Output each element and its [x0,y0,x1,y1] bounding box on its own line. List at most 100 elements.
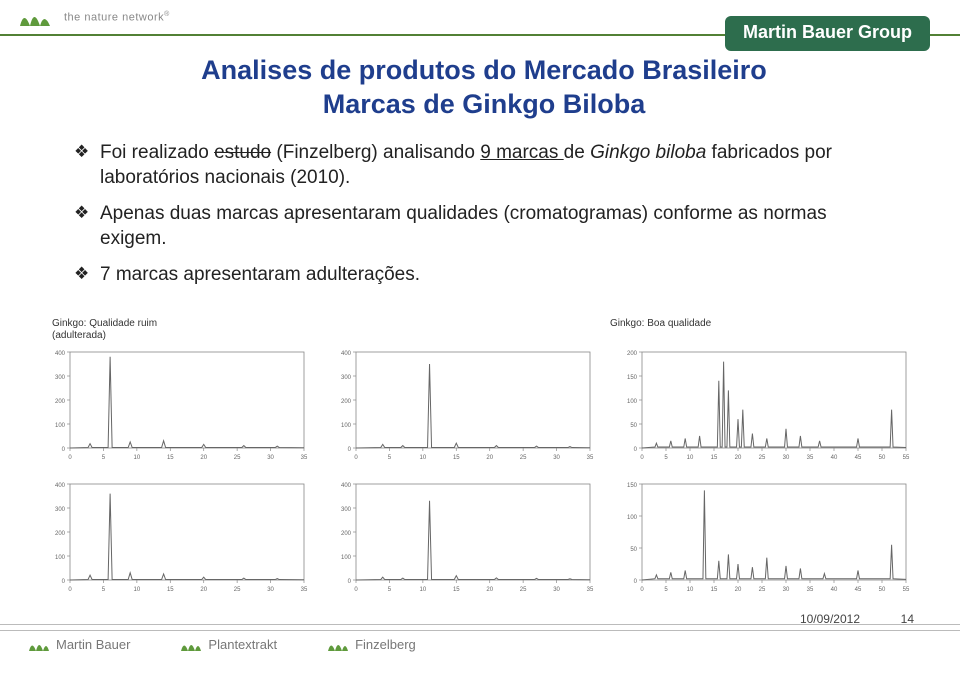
svg-text:15: 15 [167,455,174,461]
svg-text:5: 5 [388,455,392,461]
svg-text:200: 200 [55,399,66,405]
svg-text:20: 20 [735,587,742,593]
svg-text:200: 200 [627,351,638,357]
svg-text:45: 45 [855,455,862,461]
leaf-icon [28,638,50,652]
footer: 10/09/2012 14 Martin Bauer Plantextrakt … [0,630,960,670]
svg-text:10: 10 [134,455,141,461]
svg-text:0: 0 [348,447,352,453]
footer-brands: Martin Bauer Plantextrakt Finzelberg [0,633,960,652]
svg-text:100: 100 [55,555,66,561]
svg-text:15: 15 [711,587,718,593]
svg-text:0: 0 [634,447,638,453]
svg-text:20: 20 [200,587,207,593]
svg-text:5: 5 [102,587,106,593]
svg-text:45: 45 [855,587,862,593]
svg-text:100: 100 [627,399,638,405]
svg-text:20: 20 [200,455,207,461]
svg-text:30: 30 [267,587,274,593]
svg-text:150: 150 [627,483,638,489]
svg-text:100: 100 [627,515,638,521]
svg-text:50: 50 [630,423,637,429]
svg-text:10: 10 [687,587,694,593]
svg-text:15: 15 [711,455,718,461]
svg-text:100: 100 [341,423,352,429]
brand-tagline: the nature network® [64,11,170,24]
svg-text:0: 0 [68,587,72,593]
group-badge: Martin Bauer Group [725,16,930,51]
footer-page: 14 [901,612,914,626]
svg-text:25: 25 [234,455,241,461]
svg-text:30: 30 [267,455,274,461]
svg-text:100: 100 [341,555,352,561]
svg-text:25: 25 [759,587,766,593]
content-area: Analises de produtos do Mercado Brasilei… [74,54,894,298]
footer-date: 10/09/2012 [800,612,860,626]
svg-text:0: 0 [634,579,638,585]
svg-text:35: 35 [807,455,814,461]
svg-text:20: 20 [735,455,742,461]
svg-text:20: 20 [486,587,493,593]
svg-text:300: 300 [341,507,352,513]
svg-text:10: 10 [420,587,427,593]
top-brand: the nature network® [18,6,170,28]
svg-text:400: 400 [55,483,66,489]
svg-text:5: 5 [102,455,106,461]
bullet-2: Apenas duas marcas apresentaram qualidad… [74,201,894,252]
svg-text:400: 400 [55,351,66,357]
leaf-logo-icon [18,6,56,28]
svg-text:35: 35 [587,455,594,461]
svg-text:50: 50 [879,455,886,461]
caption-right: Ginkgo: Boa qualidade [610,318,770,330]
bullet-list: Foi realizado estudo (Finzelberg) analis… [74,140,894,288]
svg-text:100: 100 [55,423,66,429]
svg-text:35: 35 [587,587,594,593]
svg-text:25: 25 [759,455,766,461]
svg-text:10: 10 [687,455,694,461]
leaf-icon [180,638,202,652]
svg-text:0: 0 [640,455,644,461]
svg-text:15: 15 [453,587,460,593]
svg-text:25: 25 [520,587,527,593]
svg-text:200: 200 [341,399,352,405]
footer-brand-2: Plantextrakt [180,637,277,652]
svg-text:35: 35 [301,587,308,593]
svg-text:30: 30 [783,455,790,461]
svg-text:50: 50 [879,587,886,593]
svg-text:5: 5 [664,455,668,461]
svg-text:400: 400 [341,351,352,357]
title-line2: Marcas de Ginkgo Biloba [323,89,646,119]
svg-text:5: 5 [388,587,392,593]
svg-text:15: 15 [453,455,460,461]
chromatogram-panel: 010020030040005101520253035 [40,346,310,466]
svg-text:0: 0 [62,447,66,453]
bullet-1: Foi realizado estudo (Finzelberg) analis… [74,140,894,191]
svg-text:30: 30 [783,587,790,593]
svg-text:25: 25 [520,455,527,461]
chromatogram-panel: 0 50 100 150 200 0 5 10 15 20 25 30 35 40 45 50 55 [612,346,912,466]
svg-text:35: 35 [807,587,814,593]
chromatogram-panel: 010020030040005101520253035 [40,478,310,598]
svg-text:0: 0 [354,455,358,461]
footer-brand-1: Martin Bauer [28,637,130,652]
title-line1: Analises de produtos do Mercado Brasilei… [201,55,767,85]
chromatogram-panel: 0501001500510152025303540455055 [612,478,912,598]
svg-text:300: 300 [341,375,352,381]
svg-text:0: 0 [640,587,644,593]
svg-text:150: 150 [627,375,638,381]
svg-text:200: 200 [341,531,352,537]
svg-text:40: 40 [831,587,838,593]
svg-text:0: 0 [348,579,352,585]
svg-text:300: 300 [55,375,66,381]
svg-text:200: 200 [55,531,66,537]
caption-left: Ginkgo: Qualidade ruim (adulterada) [52,318,182,342]
svg-text:50: 50 [630,547,637,553]
svg-text:25: 25 [234,587,241,593]
svg-text:40: 40 [831,455,838,461]
leaf-icon [327,638,349,652]
slide-title: Analises de produtos do Mercado Brasilei… [74,54,894,122]
footer-brand-3: Finzelberg [327,637,416,652]
svg-text:30: 30 [553,455,560,461]
svg-text:55: 55 [903,455,910,461]
svg-text:10: 10 [420,455,427,461]
